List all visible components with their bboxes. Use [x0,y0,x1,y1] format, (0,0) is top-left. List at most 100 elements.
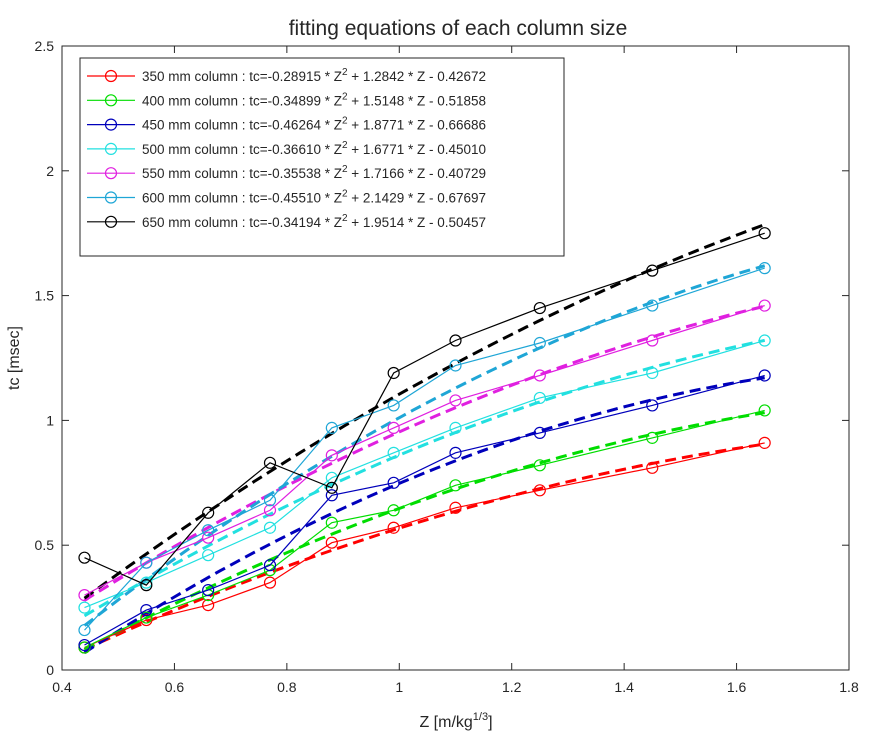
data-point [533,391,546,405]
x-axis-label-main: Z [m/kg [419,714,472,731]
data-point [263,494,277,507]
data-point [533,369,546,382]
series-350-mm-column [78,436,771,654]
data-point [325,489,338,502]
x-tick-label: 1 [395,679,403,695]
legend-label-rest: + 1.2842 * Z - 0.42672 [348,69,486,84]
data-point [387,366,400,380]
series-line [84,409,765,649]
data-point [78,638,91,652]
data-point [758,334,771,347]
y-tick-label: 0.5 [35,537,55,553]
data-point [325,536,338,549]
data-point [78,589,91,602]
data-point [758,369,771,382]
fit-curve-350-mm-column [83,442,765,651]
data-point [325,421,338,434]
data-point [449,359,462,372]
legend-label-main: 500 mm column : tc=-0.36610 * Z [142,142,342,157]
fit-curve-650-mm-column [83,223,766,600]
y-tick-label: 2.5 [35,38,55,54]
data-point [78,551,91,564]
data-point [646,431,659,444]
legend-marker [104,167,118,180]
y-tick-label: 1 [46,412,54,428]
series-line [84,267,765,631]
data-point [325,481,338,494]
legend-marker [104,142,118,155]
data-point [758,227,771,240]
data-point [646,334,659,347]
data-point [758,436,771,449]
legend-label-exponent: 2 [342,116,348,127]
data-point [387,504,400,517]
legend-label: 350 mm column : tc=-0.28915 * Z2 + 1.284… [142,67,486,84]
y-tick-label: 2 [46,163,54,179]
data-point [646,399,659,412]
data-point [646,461,659,474]
legend-label-rest: + 1.8771 * Z - 0.66686 [348,118,486,133]
legend-marker [104,118,118,131]
legend-marker [104,191,118,204]
x-axis-label-superscript: 1/3 [473,711,488,723]
legend-label: 500 mm column : tc=-0.36610 * Z2 + 1.677… [142,140,486,157]
legend-entry: 550 mm column : tc=-0.35538 * Z2 + 1.716… [87,164,486,181]
x-axis-label-end: ] [488,714,492,731]
data-point [387,521,400,534]
x-tick-label: 1.6 [727,679,747,695]
fit-curves [83,223,766,654]
legend-label-exponent: 2 [342,164,348,175]
data-point [646,366,659,380]
data-point [646,264,659,277]
series-450-mm-column [78,369,771,652]
data-series [78,227,771,654]
data-point [202,531,215,544]
legend-entry: 450 mm column : tc=-0.46264 * Z2 + 1.877… [87,116,486,133]
data-point [140,579,153,592]
data-point [78,601,91,614]
x-tick-label: 0.6 [165,679,185,695]
legend-label-exponent: 2 [342,67,348,78]
data-point [533,459,546,472]
legend-label-rest: + 1.5148 * Z - 0.51858 [348,93,486,108]
chart-title: fitting equations of each column size [289,17,628,40]
legend-label-main: 600 mm column : tc=-0.45510 * Z [142,191,342,206]
data-point [202,584,215,597]
data-point [449,334,462,347]
series-line [84,339,765,609]
data-point [533,426,546,439]
fit-curve-550-mm-column [83,304,766,602]
legend-entry: 400 mm column : tc=-0.34899 * Z2 + 1.514… [87,91,486,108]
data-point [758,404,771,417]
x-tick-label: 1.8 [839,679,859,695]
data-point [140,556,153,569]
legend-label-exponent: 2 [342,189,348,200]
data-point [449,479,462,492]
data-point [78,623,91,637]
legend-entry: 600 mm column : tc=-0.45510 * Z2 + 2.142… [87,189,486,206]
data-point [202,549,215,562]
y-axis-label: tc [msec] [6,326,23,390]
legend-label-rest: + 1.7166 * Z - 0.40729 [348,166,486,181]
legend-label-exponent: 2 [342,213,348,224]
x-tick-label: 1.4 [614,679,634,695]
legend-entry: 350 mm column : tc=-0.28915 * Z2 + 1.284… [87,67,486,84]
data-point [387,421,400,434]
data-point [325,449,338,462]
fit-curve-400-mm-column [83,411,765,652]
legend-label: 600 mm column : tc=-0.45510 * Z2 + 2.142… [142,189,486,206]
data-point [263,456,277,469]
legend-label-main: 400 mm column : tc=-0.34899 * Z [142,93,342,108]
legend-entry: 650 mm column : tc=-0.34194 * Z2 + 1.951… [87,213,486,230]
x-axis-label: Z [m/kg1/3] [419,711,492,731]
legend-marker [104,69,118,83]
data-point [325,516,338,529]
series-line [84,305,765,596]
data-point [202,506,215,519]
legend-box [79,57,565,257]
data-point [449,421,462,434]
series-600-mm-column [78,262,771,637]
series-650-mm-column [78,227,771,592]
data-point [533,301,546,315]
